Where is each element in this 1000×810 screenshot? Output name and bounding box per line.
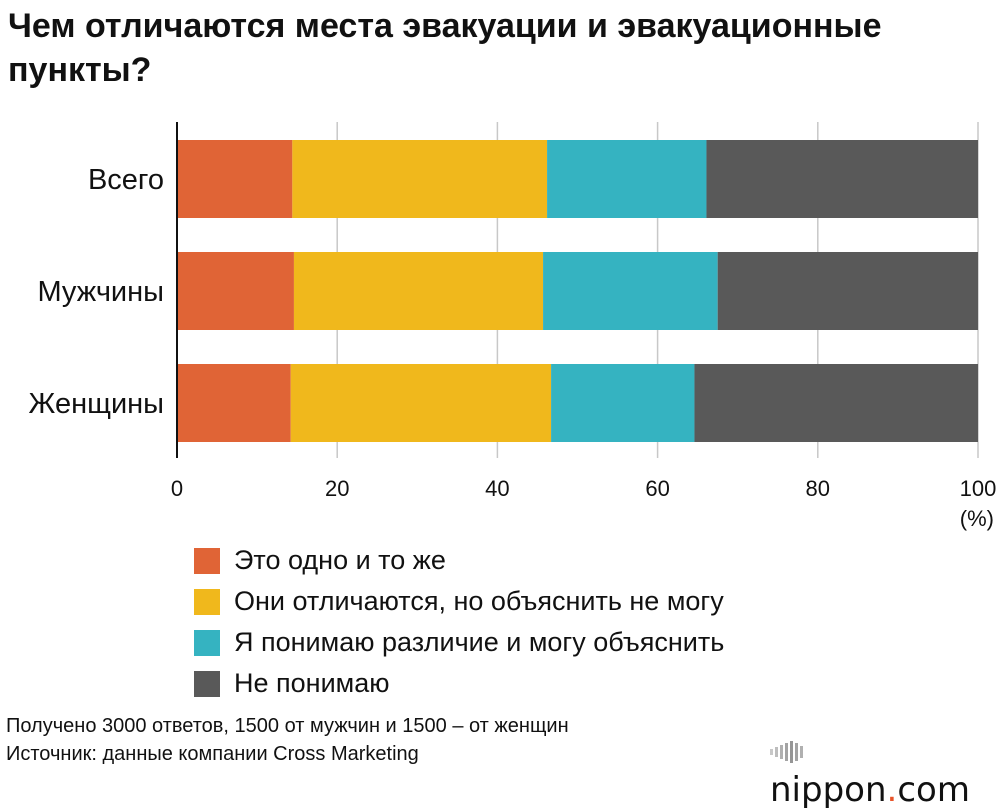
bar-segment	[551, 364, 695, 442]
bar-segment	[717, 252, 978, 330]
bar-segment	[547, 140, 707, 218]
bar-segment	[694, 364, 978, 442]
legend-label: Они отличаются, но объяснить не могу	[234, 586, 724, 616]
legend-item: Это одно и то же	[194, 540, 724, 581]
x-axis-unit: (%)	[960, 506, 994, 531]
legend-swatch	[194, 670, 220, 697]
legend-item: Я понимаю различие и могу объяснить	[194, 622, 724, 663]
x-tick-label: 100	[960, 476, 997, 501]
bars	[177, 140, 978, 442]
bar-segment	[290, 364, 552, 442]
bar-segment	[177, 252, 294, 330]
chart-title: Чем отличаются места эвакуации и эвакуац…	[8, 7, 882, 89]
legend-swatch	[194, 588, 220, 615]
bar-segment	[706, 140, 978, 218]
bar-segment	[177, 140, 293, 218]
bar-segment	[177, 364, 291, 442]
legend-item: Не понимаю	[194, 663, 724, 704]
category-label: Всего	[88, 164, 164, 196]
x-tick-label: 20	[325, 476, 349, 501]
x-tick-label: 80	[806, 476, 830, 501]
footer-source: Источник: данные компании Cross Marketin…	[6, 743, 419, 765]
x-tick-label: 40	[485, 476, 509, 501]
legend: Это одно и то же Они отличаются, но объяс…	[194, 540, 724, 704]
footer: Получено 3000 ответов, 1500 от мужчин и …	[6, 712, 569, 768]
bar-segment	[543, 252, 718, 330]
legend-swatch	[194, 629, 220, 656]
bar-segment	[293, 252, 544, 330]
category-label: Женщины	[29, 388, 164, 420]
legend-label: Это одно и то же	[234, 545, 446, 575]
footer-note: Получено 3000 ответов, 1500 от мужчин и …	[6, 715, 569, 737]
stacked-bar-chart: Всего Мужчины Женщины 0 20 40 60 80 100 (%)	[29, 122, 996, 531]
brand-name: nippon	[770, 770, 887, 810]
x-tick-label: 0	[171, 476, 183, 501]
nippon-logo: nippon.com	[770, 730, 1000, 810]
bar-segment	[292, 140, 548, 218]
legend-swatch	[194, 547, 220, 574]
x-tick-label: 60	[645, 476, 669, 501]
category-labels: Всего Мужчины Женщины	[29, 164, 164, 420]
brand-stripes-icon	[770, 740, 803, 763]
brand-tld: com	[897, 770, 970, 810]
legend-item: Они отличаются, но объяснить не могу	[194, 581, 724, 622]
x-axis-ticks: 0 20 40 60 80 100	[171, 476, 996, 501]
brand-dot: .	[886, 770, 898, 810]
category-label: Мужчины	[37, 276, 164, 308]
legend-label: Не понимаю	[234, 668, 390, 698]
legend-label: Я понимаю различие и могу объяснить	[234, 627, 725, 657]
